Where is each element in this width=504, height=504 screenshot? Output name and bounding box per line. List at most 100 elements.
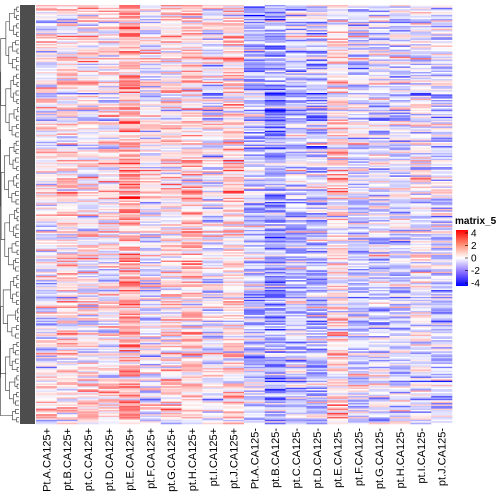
heatmap-cell (140, 134, 162, 137)
heatmap-cell (119, 65, 141, 67)
heatmap-cell (140, 160, 162, 162)
heatmap-cell (368, 31, 390, 34)
heatmap-cell (306, 158, 328, 161)
heatmap-cell (410, 155, 432, 158)
heatmap-cell (264, 331, 286, 334)
heatmap-cell (36, 282, 58, 285)
heatmap-cell (140, 126, 162, 129)
heatmap-cell (264, 190, 286, 193)
heatmap-cell (77, 249, 99, 252)
heatmap-cell (327, 105, 349, 108)
heatmap-cell (56, 250, 78, 253)
heatmap-cell (348, 41, 370, 44)
heatmap-cell (348, 49, 370, 52)
heatmap-cell (223, 86, 245, 88)
heatmap-cell (181, 294, 203, 296)
heatmap-cell (264, 255, 286, 257)
heatmap-cell (285, 344, 307, 347)
heatmap-cell (368, 243, 390, 246)
heatmap-cell (431, 338, 453, 341)
heatmap-cell (285, 273, 307, 275)
heatmap-cell (348, 25, 370, 28)
heatmap-cell (119, 53, 141, 56)
heatmap-cell (348, 39, 370, 42)
heatmap-cell (389, 284, 411, 287)
heatmap-cell (410, 323, 432, 326)
heatmap-cell (119, 162, 141, 165)
heatmap-cell (160, 37, 182, 39)
heatmap-cell (181, 14, 203, 17)
heatmap-cell (389, 161, 411, 164)
heatmap-cell (160, 204, 182, 207)
heatmap-cell (285, 183, 307, 186)
heatmap-cell (98, 10, 120, 13)
heatmap-cell (36, 281, 58, 284)
heatmap-cell (431, 34, 453, 37)
heatmap-cell (348, 101, 370, 104)
heatmap-cell (140, 18, 162, 21)
heatmap-cell (98, 14, 120, 17)
heatmap-cell (223, 289, 245, 292)
heatmap-cell (327, 204, 349, 207)
heatmap-cell (98, 313, 120, 316)
heatmap-cell (36, 203, 58, 206)
heatmap-cell (306, 190, 328, 193)
heatmap-cell (410, 52, 432, 55)
heatmap-cell (327, 154, 349, 157)
heatmap-cell (327, 192, 349, 194)
heatmap-cell (160, 291, 182, 294)
heatmap-cell (431, 116, 453, 119)
heatmap-cell (264, 320, 286, 323)
heatmap-cell (223, 206, 245, 208)
heatmap-cell (348, 291, 370, 294)
heatmap-cell (389, 165, 411, 168)
heatmap-cell (410, 67, 432, 70)
heatmap-cell (119, 101, 141, 104)
heatmap-cell (140, 16, 162, 18)
heatmap-cell (327, 338, 349, 341)
heatmap-cell (431, 222, 453, 225)
heatmap-cell (410, 203, 432, 206)
heatmap-cell (119, 306, 141, 309)
heatmap-cell (368, 141, 390, 144)
heatmap-cell (77, 281, 99, 284)
heatmap-cell (56, 246, 78, 249)
heatmap-cell (327, 150, 349, 152)
heatmap-cell (223, 221, 245, 224)
heatmap-cell (181, 180, 203, 183)
heatmap-cell (56, 308, 78, 310)
heatmap-cell (431, 90, 453, 92)
heatmap-cell (181, 275, 203, 278)
heatmap-cell (244, 215, 266, 218)
heatmap-cell (181, 289, 203, 292)
heatmap-cell (223, 49, 245, 52)
heatmap-cell (98, 326, 120, 328)
heatmap-cell (285, 259, 307, 261)
heatmap-cell (285, 329, 307, 331)
heatmap-cell (223, 274, 245, 277)
heatmap-cell (348, 241, 370, 243)
heatmap-cell (98, 341, 120, 344)
heatmap-cell (389, 70, 411, 73)
heatmap-cell (244, 274, 266, 277)
heatmap-cell (223, 187, 245, 190)
heatmap-cell (389, 139, 411, 141)
heatmap-cell (160, 176, 182, 179)
heatmap-cell (264, 69, 286, 71)
heatmap-cell (77, 221, 99, 224)
heatmap-cell (327, 218, 349, 221)
heatmap-cell (244, 292, 266, 295)
heatmap-cell (160, 112, 182, 115)
heatmap-cell (306, 77, 328, 80)
heatmap-cell (181, 280, 203, 282)
heatmap-cell (368, 99, 390, 102)
heatmap-cell (56, 148, 78, 151)
heatmap-cell (140, 312, 162, 314)
heatmap-cell (181, 49, 203, 52)
heatmap-cell (285, 65, 307, 67)
heatmap-cell (285, 239, 307, 242)
heatmap-cell (285, 235, 307, 238)
heatmap-cell (36, 7, 58, 10)
heatmap-cell (306, 17, 328, 20)
heatmap-cell (140, 340, 162, 342)
